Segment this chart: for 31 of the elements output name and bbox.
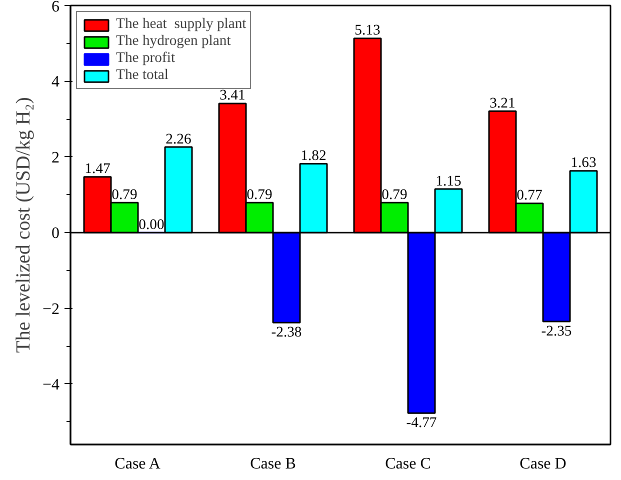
data-label: 1.82 (300, 148, 326, 164)
y-axis-title: The levelized cost (USD/kg H₂) (12, 97, 34, 353)
data-label: 2.26 (166, 131, 192, 148)
x-tick-label: Case C (385, 456, 431, 472)
data-label: 1.63 (570, 155, 596, 172)
data-label: 1.47 (84, 161, 110, 178)
data-label: 3.21 (490, 95, 516, 112)
data-label: -4.77 (406, 414, 437, 431)
x-tick-label: Case D (520, 456, 566, 472)
data-label: 0.79 (246, 186, 272, 203)
data-label: 5.13 (354, 22, 380, 39)
legend-label: The hydrogen plant (116, 33, 231, 50)
data-label: 0.00 (138, 216, 164, 233)
y-tick-label: −4 (42, 376, 60, 394)
legend-label: The heat supply plant (116, 16, 246, 33)
x-tick-label: Case A (114, 456, 161, 472)
data-label: -2.38 (271, 324, 302, 340)
y-tick-label: −2 (42, 300, 60, 318)
y-tick-label: 2 (52, 149, 60, 166)
data-label: 1.15 (436, 173, 462, 190)
data-label: -2.35 (541, 323, 572, 340)
data-label: 0.79 (382, 186, 408, 203)
legend-label: The total (116, 67, 168, 84)
data-label: 0.77 (516, 188, 542, 204)
x-tick-label: Case B (250, 456, 296, 472)
legend-label: The profit (116, 50, 176, 67)
y-tick-label: 4 (52, 74, 60, 91)
y-tick-label: 0 (52, 225, 60, 242)
data-label: 3.41 (220, 88, 246, 104)
data-label: 0.79 (112, 186, 138, 203)
y-tick-label: 6 (52, 0, 60, 16)
